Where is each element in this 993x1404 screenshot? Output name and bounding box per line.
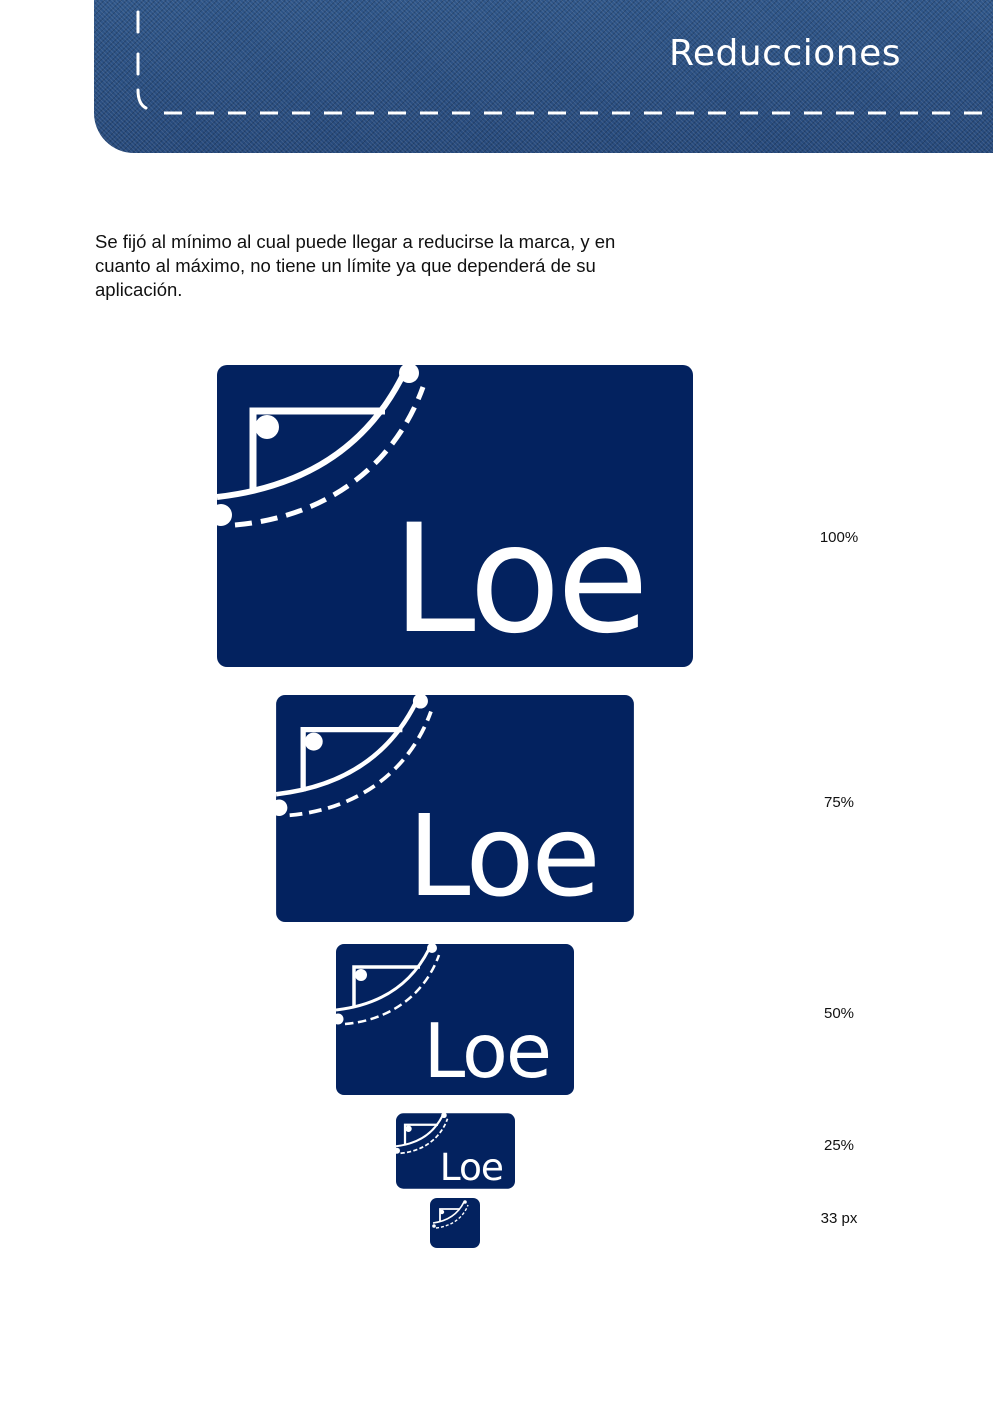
pocket-stitch-icon bbox=[336, 944, 441, 1026]
page-title: Reducciones bbox=[668, 33, 901, 74]
logo-background bbox=[217, 365, 693, 667]
pocket-stitch-icon bbox=[396, 1113, 449, 1155]
logo-50-percent: Loe bbox=[336, 944, 574, 1095]
size-label-25: 25% bbox=[823, 1137, 855, 1154]
header-banner: Reducciones bbox=[94, 0, 993, 153]
logo-25-percent: Loe bbox=[396, 1113, 515, 1189]
size-label-33px: 33 px bbox=[820, 1210, 858, 1227]
logo-background bbox=[276, 695, 634, 922]
stitch-decoration bbox=[136, 10, 993, 115]
logo-wordmark: Loe bbox=[408, 790, 598, 922]
logo-background bbox=[336, 944, 574, 1095]
logo-wordmark: Loe bbox=[424, 1007, 551, 1095]
pocket-stitch-icon bbox=[217, 365, 426, 528]
logo-75-percent: Loe bbox=[276, 695, 634, 922]
pocket-stitch-icon bbox=[432, 1200, 469, 1229]
size-label-75: 75% bbox=[823, 794, 855, 811]
logo-icon-33px bbox=[430, 1198, 480, 1248]
logo-wordmark: Loe bbox=[392, 493, 645, 667]
intro-paragraph: Se fijó al mínimo al cual puede llegar a… bbox=[95, 231, 616, 300]
logo-background bbox=[396, 1113, 515, 1189]
logo-100-percent: Loe bbox=[217, 365, 693, 667]
logo-wordmark: Loe bbox=[440, 1145, 503, 1189]
size-label-50: 50% bbox=[823, 1005, 855, 1022]
pocket-stitch-icon bbox=[276, 695, 433, 818]
size-label-100: 100% bbox=[819, 529, 859, 546]
